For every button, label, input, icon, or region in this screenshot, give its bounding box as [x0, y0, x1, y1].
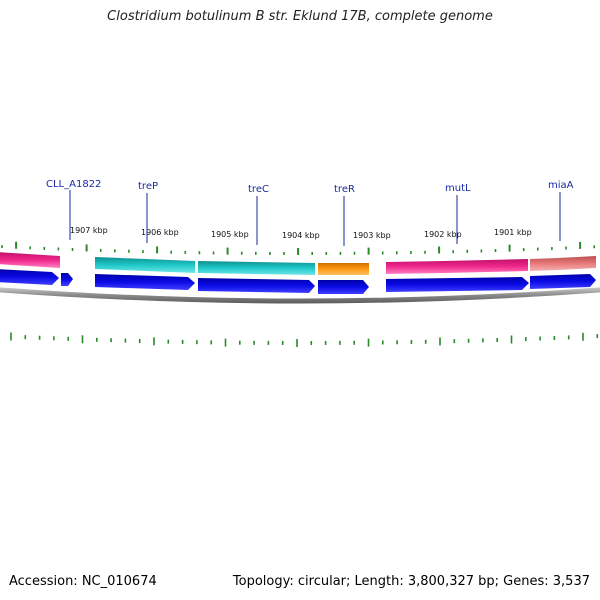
topology-text: Topology: circular; Length: 3,800,327 bp…: [232, 574, 590, 589]
feature-cll-a1822: [0, 252, 60, 268]
arrow-mutl: [386, 277, 529, 292]
gene-label-cll-a1822: CLL_A1822: [46, 179, 101, 190]
feature-trep: [95, 257, 195, 273]
genome-backbone: [0, 287, 600, 304]
feature-mutl: [386, 259, 528, 274]
scale-label-1905: 1905 kbp: [211, 230, 249, 239]
feature-miaa: [530, 256, 596, 271]
scale-label-1901: 1901 kbp: [494, 228, 532, 237]
scale-label-1902: 1902 kbp: [424, 230, 462, 239]
gene-label-trer: treR: [334, 184, 355, 195]
feature-trec: [198, 261, 315, 275]
arrow-trec: [198, 278, 315, 293]
arrow-miaa: [530, 274, 596, 289]
scale-ticks-inner: [10, 332, 599, 347]
gene-label-trep: treP: [138, 181, 158, 192]
scale-ticks-outer: [1, 241, 596, 255]
map-title: Clostridium botulinum B str. Eklund 17B,…: [107, 9, 493, 24]
arrow-small: [61, 273, 73, 286]
feature-trer: [318, 263, 369, 275]
accession-text: Accession: NC_010674: [9, 574, 157, 589]
arrow-trep: [95, 274, 195, 290]
gene-labels: CLL_A1822 treP treC treR mutL miaA: [46, 179, 574, 246]
strand-arrow-track: [0, 269, 596, 294]
scale-label-1907: 1907 kbp: [70, 226, 108, 235]
gene-label-trec: treC: [248, 184, 269, 195]
gene-label-mutl: mutL: [445, 183, 471, 194]
scale-label-1904: 1904 kbp: [282, 231, 320, 240]
gene-label-miaa: miaA: [548, 180, 574, 191]
scale-label-1903: 1903 kbp: [353, 231, 391, 240]
arrow-trer: [318, 280, 369, 294]
scale-label-1906: 1906 kbp: [141, 228, 179, 237]
scale-labels: 1907 kbp 1906 kbp 1905 kbp 1904 kbp 1903…: [70, 226, 532, 240]
arrow-cll-a1822: [0, 269, 59, 285]
gene-feature-track: [0, 252, 596, 275]
